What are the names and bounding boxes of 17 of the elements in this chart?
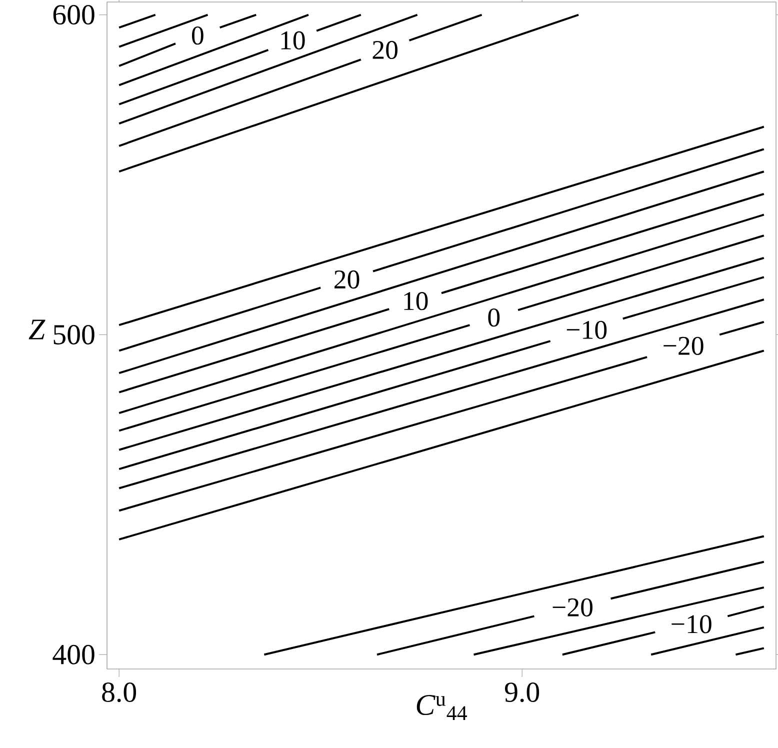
y-tick-label: 600 [53, 5, 94, 25]
series-label: −20 [664, 336, 704, 355]
series-label: 20 [372, 40, 398, 60]
y-tick-label: 500 [54, 324, 94, 344]
series-label: 0 [488, 308, 500, 327]
series-label: 10 [281, 31, 305, 50]
y-axis-title: Z [28, 320, 46, 340]
series-label: −10 [566, 320, 607, 339]
series-label: −10 [672, 615, 712, 634]
y-tick-label: 400 [52, 644, 94, 664]
series-label: 0 [192, 26, 204, 45]
x-tick-label: 9.0 [504, 682, 540, 702]
series-label: −20 [552, 598, 592, 616]
x-tick-label: 8.0 [102, 682, 136, 702]
series-label: 20 [334, 270, 360, 289]
series-label: 10 [404, 292, 428, 310]
x-axis-title: C$^{u}$44 [416, 694, 467, 720]
